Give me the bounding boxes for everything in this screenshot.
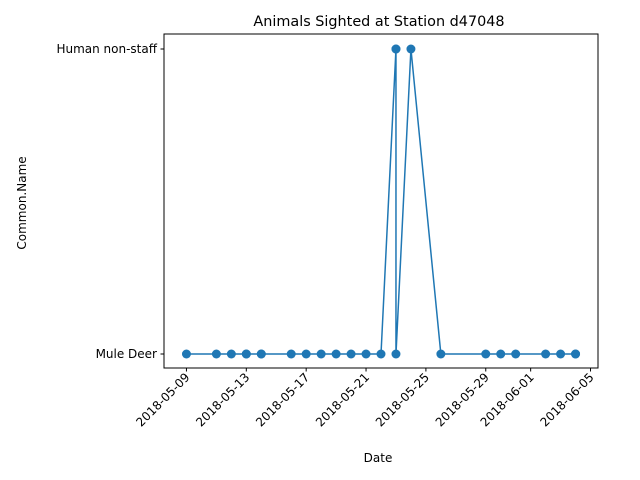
data-point <box>181 349 191 359</box>
y-tick-label: Human non-staff <box>56 42 157 56</box>
data-point <box>496 349 506 359</box>
data-point <box>511 349 521 359</box>
x-axis: 2018-05-09 2018-05-13 2018-05-17 2018-05-21… <box>133 368 597 429</box>
x-axis-label: Date <box>364 451 393 465</box>
data-point <box>316 349 326 359</box>
y-axis: Mule Deer Human non-staff <box>56 42 164 361</box>
data-point <box>406 44 416 54</box>
data-point <box>361 349 371 359</box>
x-tick-label: 2018-05-13 <box>193 370 252 429</box>
data-point <box>256 349 266 359</box>
data-point <box>346 349 356 359</box>
data-point <box>481 349 491 359</box>
data-point <box>391 349 401 359</box>
series-line <box>186 48 576 355</box>
x-tick-label: 2018-06-05 <box>537 370 596 429</box>
data-point <box>211 349 221 359</box>
data-point <box>376 349 386 359</box>
data-point <box>301 349 311 359</box>
x-tick-label: 2018-05-25 <box>373 370 432 429</box>
data-point <box>286 349 296 359</box>
x-tick-label: 2018-05-17 <box>253 370 312 429</box>
data-point <box>241 349 251 359</box>
data-point <box>226 349 236 359</box>
x-tick-label: 2018-05-09 <box>133 370 192 429</box>
data-point <box>556 349 566 359</box>
data-point <box>541 349 551 359</box>
y-axis-label: Common.Name <box>15 156 29 249</box>
data-point <box>571 349 581 359</box>
data-point <box>436 349 446 359</box>
data-point <box>391 44 401 54</box>
y-tick-label: Mule Deer <box>96 347 157 361</box>
chart-title: Animals Sighted at Station d47048 <box>253 14 504 30</box>
x-tick-label: 2018-05-21 <box>313 370 372 429</box>
data-point <box>331 349 341 359</box>
plot-frame <box>163 33 599 369</box>
series-layer <box>181 44 581 359</box>
